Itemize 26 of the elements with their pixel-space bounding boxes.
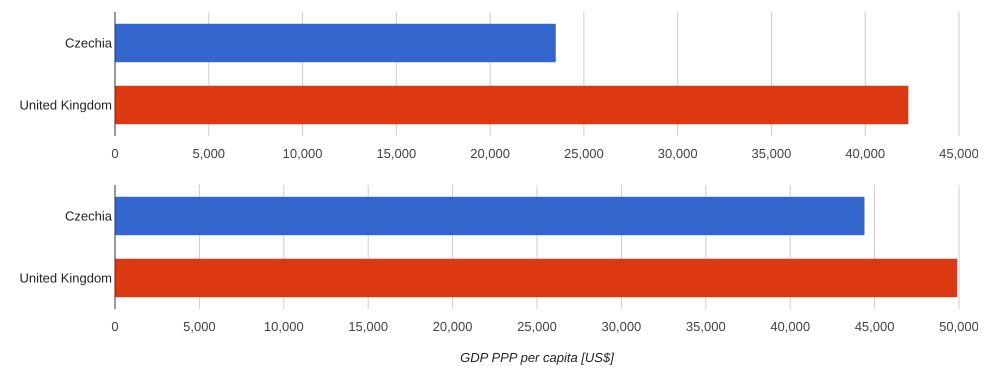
x-tick-label: 5,000 (183, 319, 216, 334)
y-tick-label: Czechia (65, 208, 113, 224)
x-tick-label: 20,000 (470, 146, 510, 161)
x-tick-label: 45,000 (854, 319, 894, 334)
x-tick-label: 0 (111, 319, 119, 334)
x-tick-label: 45,000 (939, 146, 979, 161)
x-tick-label: 0 (111, 146, 119, 161)
y-tick-label: United Kingdom (20, 98, 112, 113)
x-tick-label: 50,000 (939, 319, 979, 334)
x-tick-label: 10,000 (264, 319, 304, 334)
y-tick-label: United Kingdom (20, 270, 112, 286)
x-tick-label: 10,000 (282, 146, 322, 161)
x-tick-label: 20,000 (432, 319, 472, 334)
x-tick-label: 40,000 (770, 319, 810, 334)
x-tick-label: 40,000 (845, 146, 886, 161)
y-tick-label: Czechia (65, 36, 113, 51)
x-tick-label: 15,000 (376, 146, 416, 161)
x-tick-label: 35,000 (686, 319, 726, 334)
x-tick-label: 5,000 (192, 146, 226, 161)
x-tick-label: 15,000 (348, 319, 388, 334)
x-tick-label: 25,000 (517, 319, 557, 334)
x-axis-title: GDP PPP per capita [US$] (460, 350, 614, 365)
x-tick-label: 30,000 (658, 146, 698, 161)
x-tick-label: 25,000 (564, 146, 604, 161)
x-tick-label: 30,000 (602, 319, 642, 334)
x-tick-label: 35,000 (752, 146, 792, 161)
